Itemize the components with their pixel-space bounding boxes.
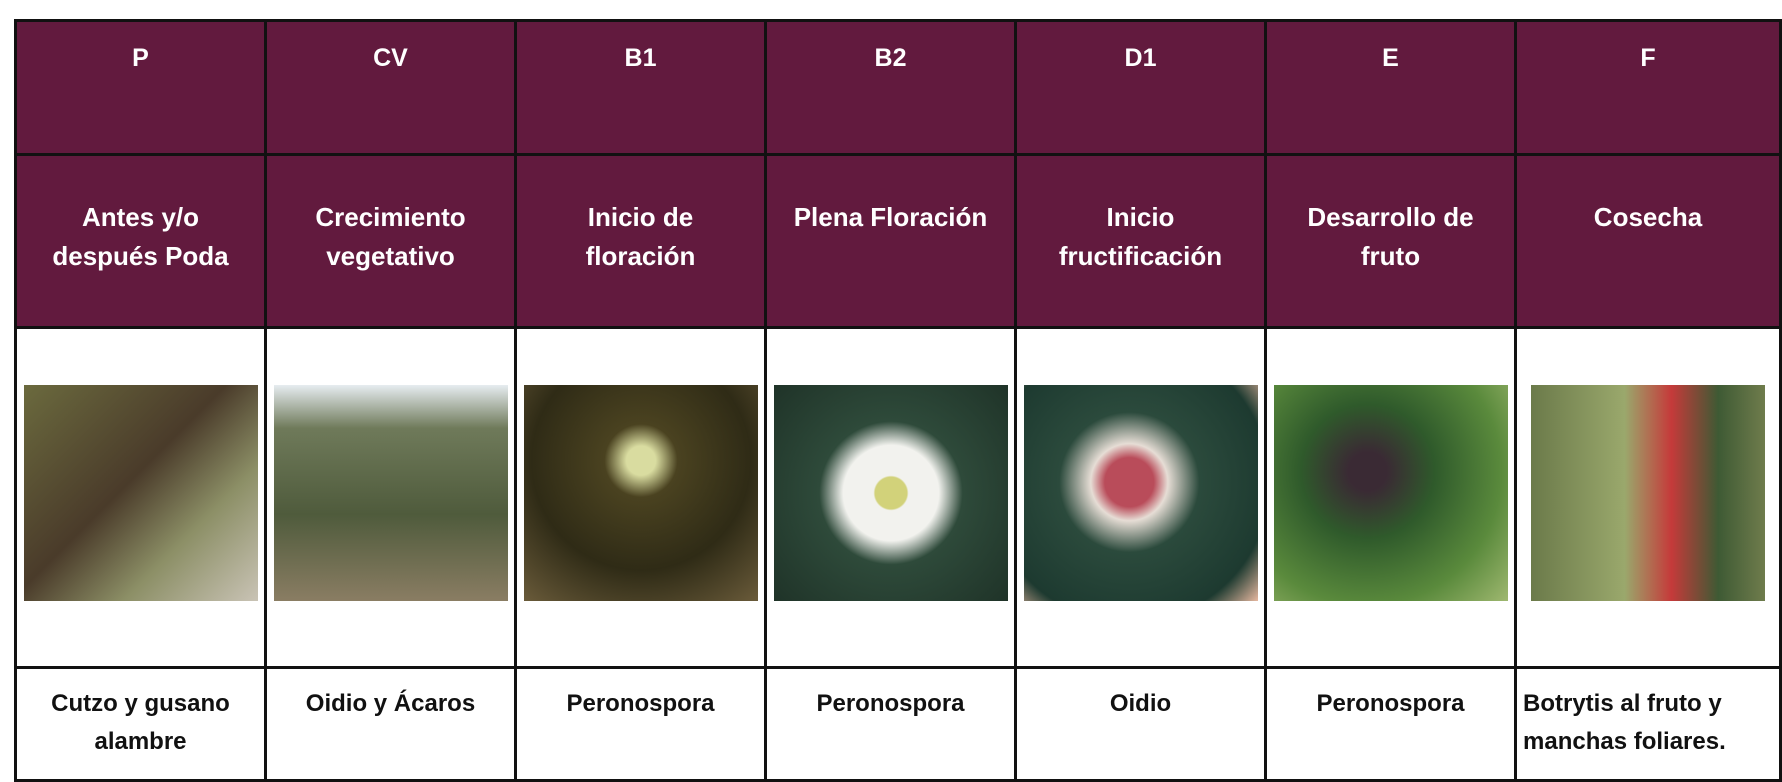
pest-name: Oidio y Ácaros bbox=[305, 690, 476, 717]
pest-name: Oidio bbox=[1109, 690, 1172, 717]
stage-code: P bbox=[132, 44, 149, 72]
photo-cell bbox=[514, 326, 767, 669]
pest-name: Peronospora bbox=[566, 690, 715, 717]
stage-name: Crecimiento vegetativo bbox=[315, 202, 466, 271]
stage-code: D1 bbox=[1124, 44, 1157, 72]
stage-code-cell: D1 bbox=[1014, 19, 1267, 156]
pest-name: Peronospora bbox=[1316, 690, 1465, 717]
stage-name-cell: Inicio fructificación bbox=[1014, 153, 1267, 329]
stage-name: Inicio fructificación bbox=[1058, 202, 1223, 271]
stage-code-cell: B1 bbox=[514, 19, 767, 156]
photo-cell bbox=[1264, 326, 1517, 669]
stage-name: Inicio de floración bbox=[585, 202, 696, 271]
photo-row bbox=[14, 326, 1782, 669]
photo-cell bbox=[1514, 326, 1782, 669]
photo bbox=[1023, 384, 1258, 601]
stage-code: CV bbox=[373, 44, 408, 72]
stage-name: Desarrollo de fruto bbox=[1307, 202, 1474, 271]
stage-code: B1 bbox=[624, 44, 657, 72]
stage-name-cell: Desarrollo de fruto bbox=[1264, 153, 1517, 329]
pest-name-cell: Botrytis al fruto y manchas foliares. bbox=[1514, 666, 1782, 782]
pest-name-cell: Peronospora bbox=[1264, 666, 1517, 782]
photo-cell bbox=[264, 326, 517, 669]
stage-code: F bbox=[1640, 44, 1656, 72]
stage-code: B2 bbox=[874, 44, 907, 72]
stage-row: Antes y/o después Poda Crecimiento vegeta… bbox=[14, 153, 1782, 329]
stage-name: Cosecha bbox=[1593, 202, 1703, 232]
photo bbox=[523, 384, 758, 601]
pest-name: Peronospora bbox=[816, 690, 965, 717]
stage-name-cell: Inicio de floración bbox=[514, 153, 767, 329]
stage-name-cell: Plena Floración bbox=[764, 153, 1017, 329]
stage-code: E bbox=[1382, 44, 1399, 72]
stage-name-cell: Antes y/o después Poda bbox=[14, 153, 267, 329]
stage-name-cell: Cosecha bbox=[1514, 153, 1782, 329]
stage-table: P CV B1 B2 D1 E F Antes y/o después Poda Crecim… bbox=[14, 19, 1782, 782]
photo bbox=[773, 384, 1008, 601]
pest-name-cell: Oidio y Ácaros bbox=[264, 666, 517, 782]
pest-name-cell: Peronospora bbox=[514, 666, 767, 782]
pest-name-cell: Oidio bbox=[1014, 666, 1267, 782]
stage-code-cell: CV bbox=[264, 19, 517, 156]
stage-code-cell: E bbox=[1264, 19, 1517, 156]
photo bbox=[1273, 384, 1508, 601]
photo bbox=[23, 384, 258, 601]
pest-row: Cutzo y gusano alambre Oidio y Ácaros Pero… bbox=[14, 666, 1782, 782]
stage-code-cell: B2 bbox=[764, 19, 1017, 156]
code-row: P CV B1 B2 D1 E F bbox=[14, 19, 1782, 156]
stage-code-cell: P bbox=[14, 19, 267, 156]
pest-name: Botrytis al fruto y manchas foliares. bbox=[1523, 690, 1726, 755]
photo-cell bbox=[14, 326, 267, 669]
stage-code-cell: F bbox=[1514, 19, 1782, 156]
stage-name: Antes y/o después Poda bbox=[52, 202, 229, 271]
page: P CV B1 B2 D1 E F Antes y/o después Poda Crecim… bbox=[14, 19, 1782, 782]
pest-name-cell: Peronospora bbox=[764, 666, 1017, 782]
stage-name-cell: Crecimiento vegetativo bbox=[264, 153, 517, 329]
photo bbox=[1531, 384, 1765, 601]
stage-name: Plena Floración bbox=[793, 202, 988, 232]
photo bbox=[273, 384, 508, 601]
pest-name: Cutzo y gusano alambre bbox=[51, 690, 230, 755]
photo-cell bbox=[764, 326, 1017, 669]
pest-name-cell: Cutzo y gusano alambre bbox=[14, 666, 267, 782]
photo-cell bbox=[1014, 326, 1267, 669]
